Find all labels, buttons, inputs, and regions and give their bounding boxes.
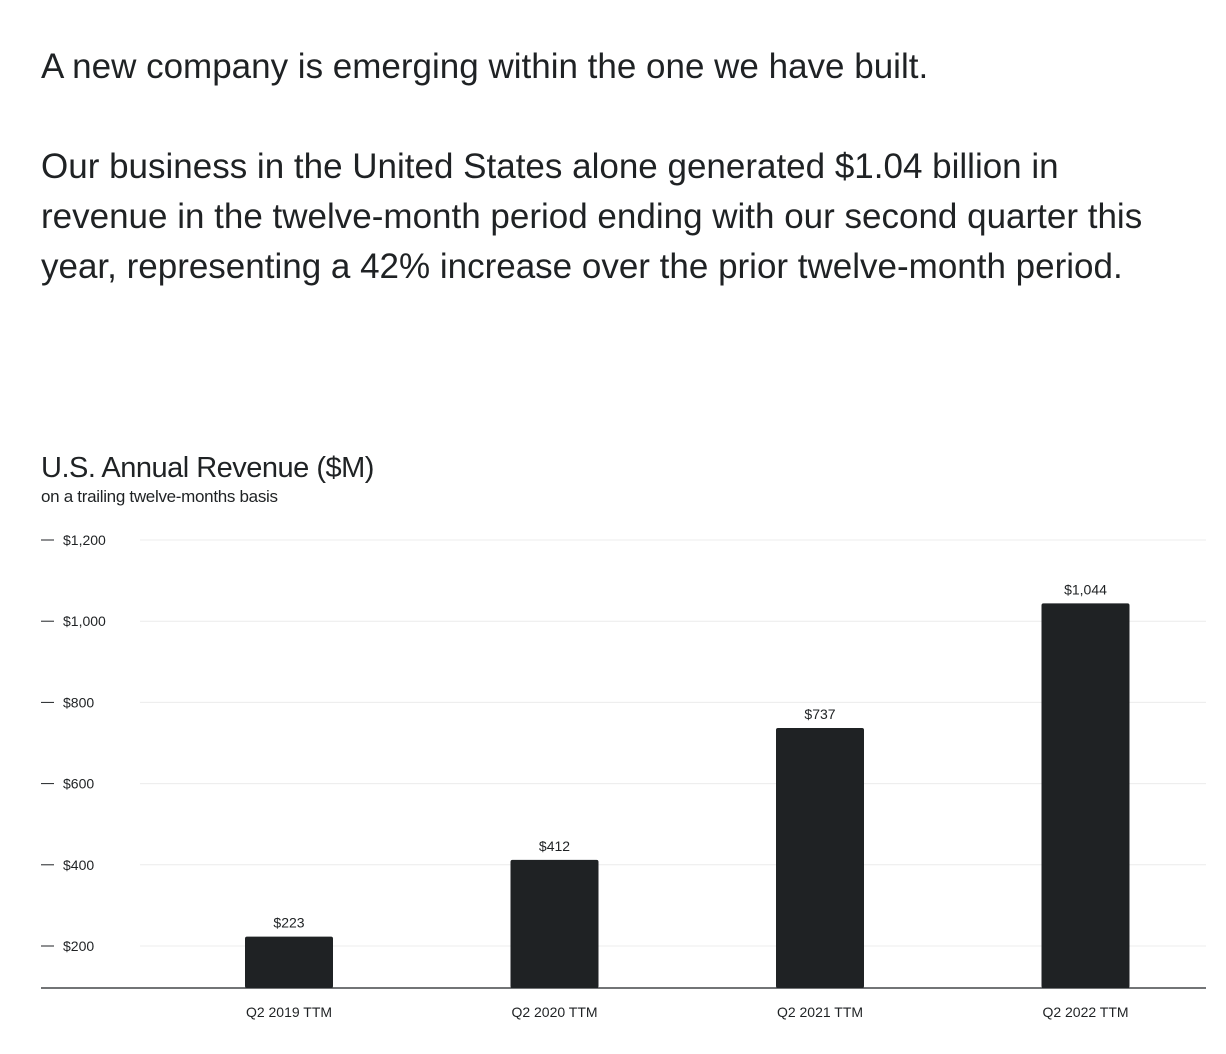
- bar-value-label: $1,044: [1064, 581, 1107, 597]
- bar-value-label: $737: [804, 706, 835, 722]
- chart-subtitle: on a trailing twelve-months basis: [41, 487, 278, 506]
- y-axis: $200 $400 $600 $800 $1,000 $1,200: [41, 532, 106, 954]
- x-axis: Q2 2019 TTM Q2 2020 TTM Q2 2021 TTM Q2 2022…: [246, 1004, 1129, 1020]
- y-tick-label: $1,200: [63, 532, 106, 548]
- bar: [776, 727, 864, 988]
- y-tick-label: $800: [63, 694, 94, 710]
- x-tick-label: Q2 2022 TTM: [1042, 1004, 1128, 1020]
- grid-lines: [140, 539, 1206, 947]
- bar: [510, 859, 599, 988]
- y-tick-label: $1,000: [63, 613, 106, 629]
- bar-value-label: $412: [539, 838, 570, 854]
- intro-text: A new company is emerging within the one…: [41, 42, 1191, 292]
- bar: [245, 936, 333, 988]
- intro-paragraph-revenue: Our business in the United States alone …: [41, 147, 1143, 286]
- bar-value-label: $223: [273, 915, 304, 931]
- chart-title: U.S. Annual Revenue ($M): [41, 452, 374, 484]
- x-tick-label: Q2 2020 TTM: [511, 1004, 597, 1020]
- y-tick-label: $600: [63, 776, 94, 792]
- x-tick-label: Q2 2021 TTM: [777, 1004, 863, 1020]
- x-tick-label: Q2 2019 TTM: [246, 1004, 332, 1020]
- y-tick-label: $400: [63, 857, 94, 873]
- bar: [1041, 603, 1130, 988]
- intro-paragraph-headline: A new company is emerging within the one…: [41, 47, 929, 86]
- y-tick-label: $200: [63, 938, 94, 954]
- bars: $223 $412 $737 $1,044: [245, 581, 1130, 988]
